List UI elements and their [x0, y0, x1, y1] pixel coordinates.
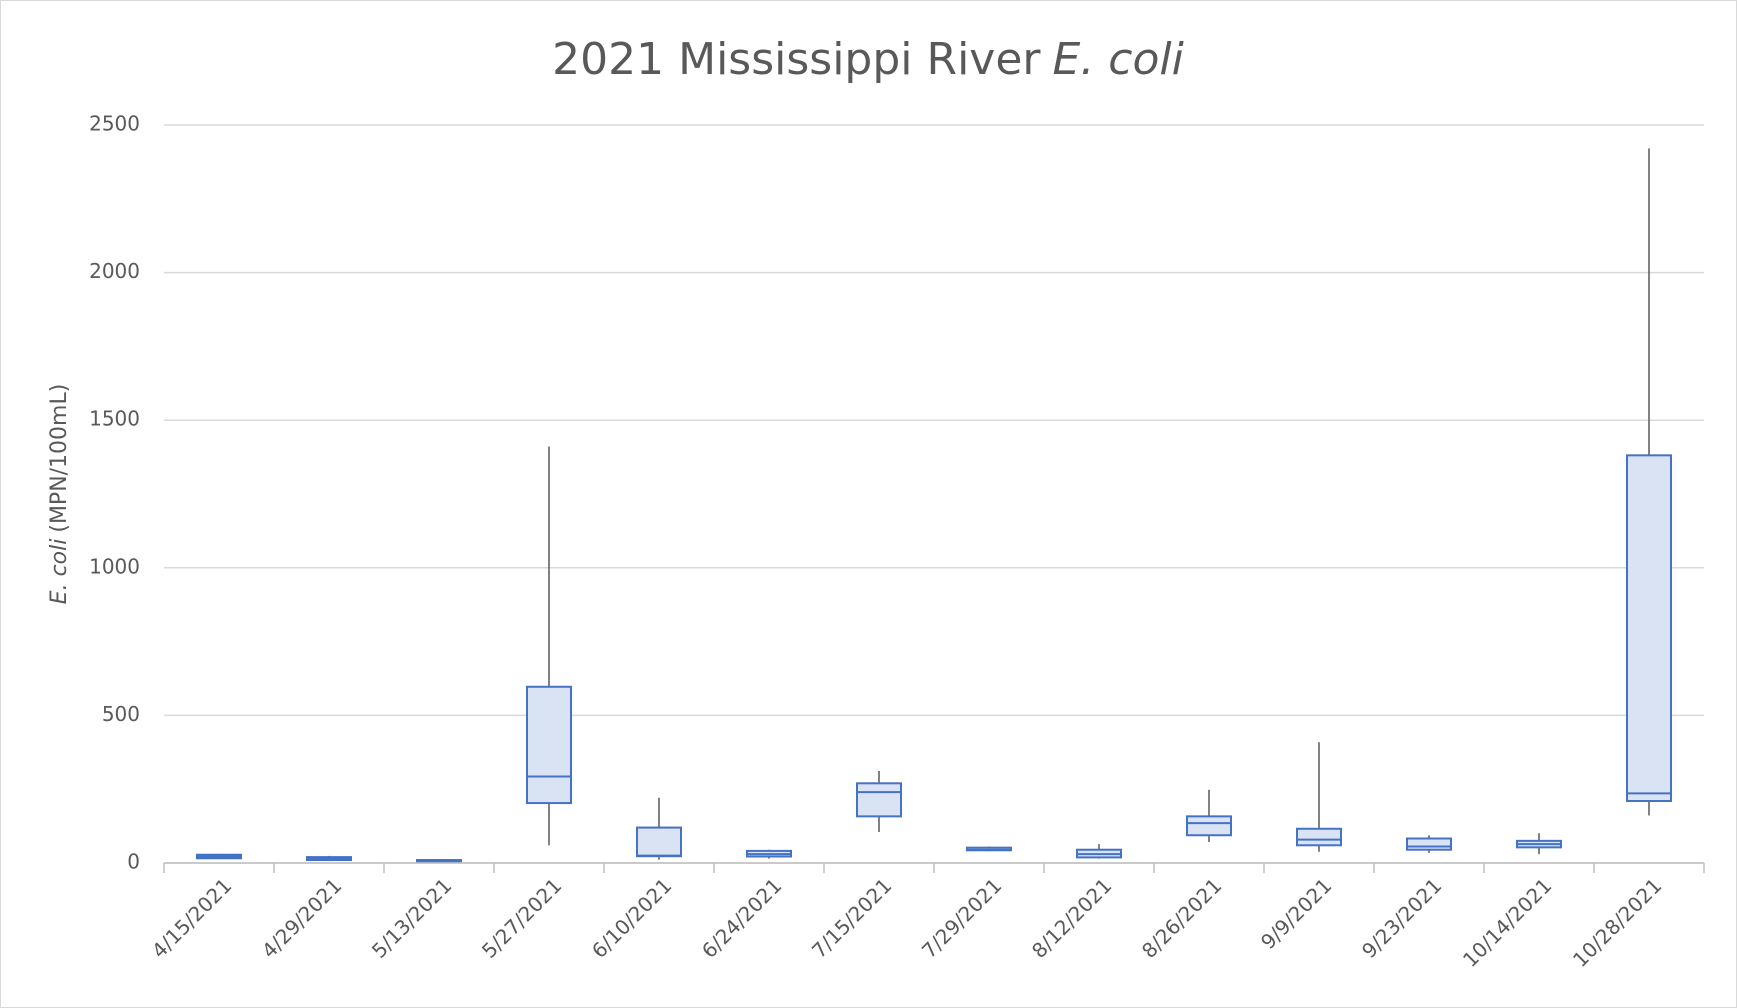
title-italic: E. coli: [1053, 34, 1185, 85]
box: [526, 685, 572, 805]
y-tick-label: 500: [102, 702, 140, 726]
title-text: 2021 Mississippi River: [552, 34, 1041, 85]
y-label-text: (MPN/100mL): [47, 384, 72, 533]
box: [1186, 815, 1232, 837]
box: [1406, 837, 1452, 851]
chart-title: 2021 Mississippi River E. coli: [552, 34, 1184, 85]
y-tick-label: 0: [127, 850, 140, 874]
y-tick-label: 2500: [89, 112, 140, 136]
y-tick-label: 2000: [89, 259, 140, 283]
y-label-italic: E. coli: [47, 539, 72, 605]
box: [1296, 827, 1342, 847]
y-tick-label: 1000: [89, 554, 140, 578]
box: [856, 782, 902, 818]
box: [1626, 454, 1672, 803]
y-tick-label: 1500: [89, 407, 140, 431]
y-axis-label: E. coli (MPN/100mL): [47, 384, 72, 605]
box: [636, 826, 682, 858]
